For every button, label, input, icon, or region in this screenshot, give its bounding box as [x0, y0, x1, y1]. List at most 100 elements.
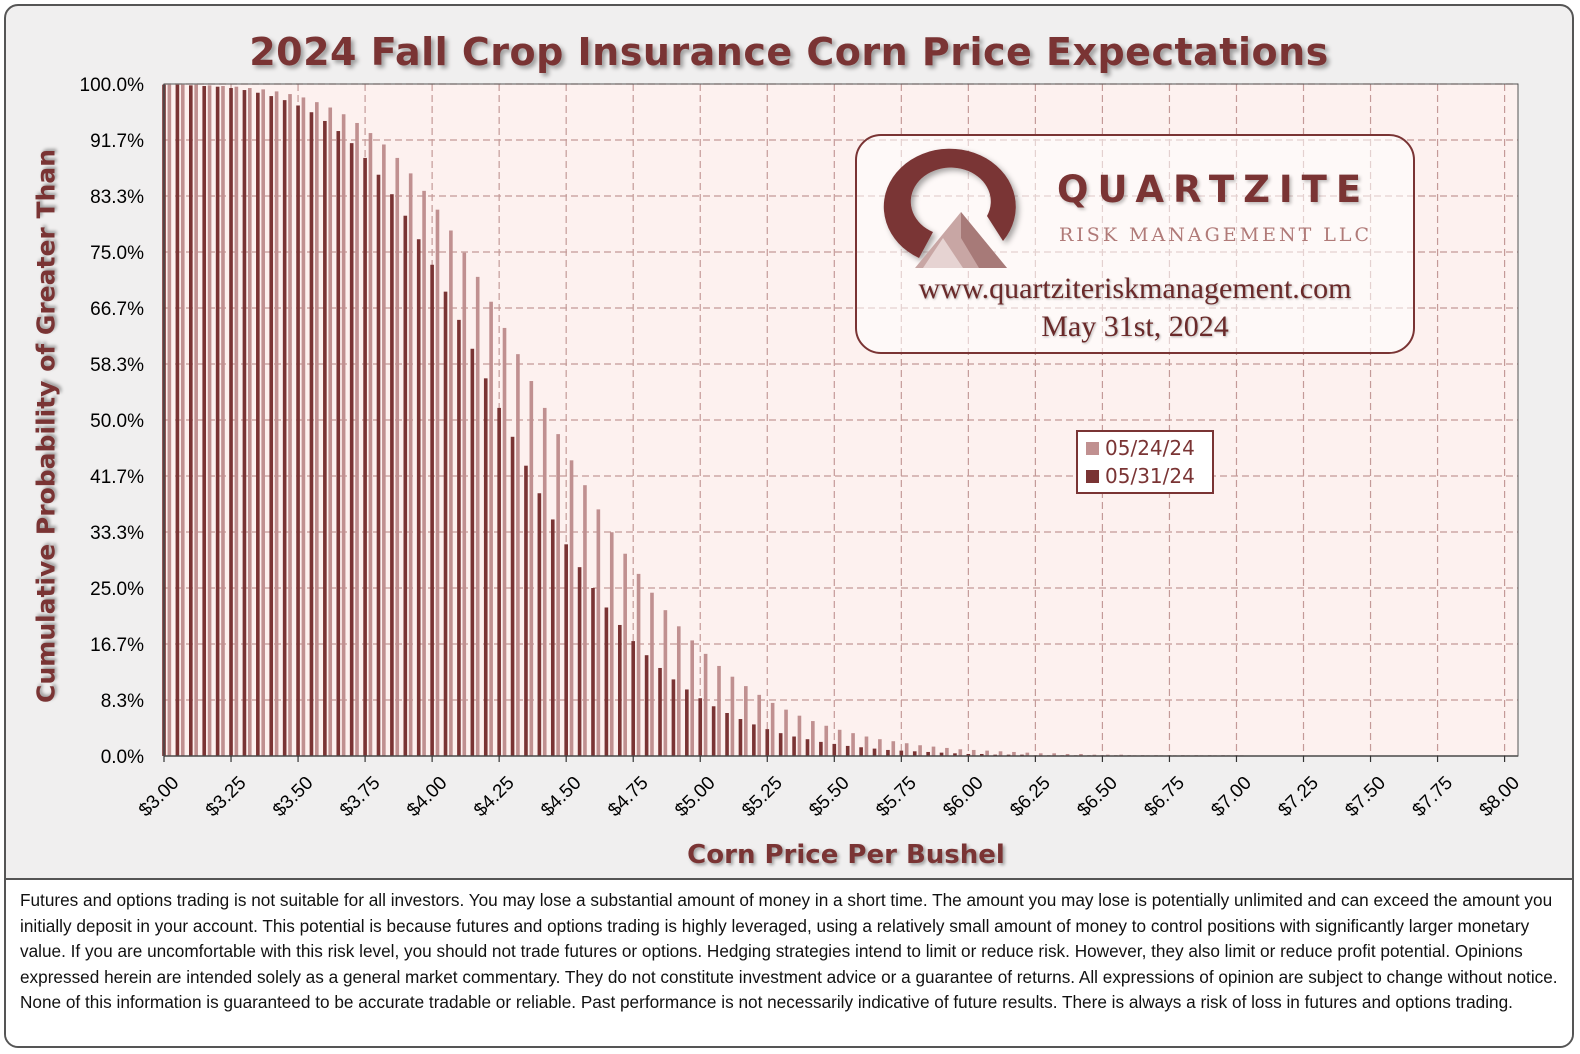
x-tick-label: $4.50: [537, 773, 585, 821]
bar-0531: [550, 519, 555, 756]
bar-0531: [671, 679, 676, 756]
x-tick-label: $6.25: [1006, 773, 1054, 821]
bar-0531: [591, 588, 595, 756]
bar-0531: [349, 143, 354, 757]
y-tick-label: 8.3%: [101, 691, 144, 712]
bar-0531: [564, 544, 568, 756]
x-tick-label: $7.75: [1409, 773, 1457, 821]
bar-0524: [1025, 752, 1030, 756]
bar-0531: [256, 92, 260, 756]
bar-0531: [805, 739, 810, 756]
y-tick-label: 25.0%: [90, 579, 144, 600]
bar-0531: [336, 131, 341, 756]
bar-0524: [167, 84, 172, 756]
bar-0524: [261, 89, 266, 757]
bar-0524: [676, 626, 681, 756]
bar-0524: [274, 91, 279, 757]
y-tick-label: 58.3%: [90, 355, 144, 376]
bar-0531: [832, 743, 837, 756]
bar-0524: [422, 190, 426, 756]
bar-0524: [583, 485, 587, 756]
bar-0531: [778, 733, 783, 756]
x-tick-label: $5.00: [671, 773, 719, 821]
chart-title: 2024 Fall Crop Insurance Corn Price Expe…: [249, 30, 1329, 74]
bar-0531: [282, 100, 287, 757]
watermark-logo-box: QUARTZITE RISK MANAGEMENT LLC www.quartz…: [855, 134, 1415, 354]
bar-0524: [502, 327, 507, 756]
bar-0531: [175, 84, 180, 756]
bar-0531: [443, 291, 448, 756]
bar-0524: [623, 553, 627, 756]
bar-0524: [971, 749, 976, 756]
x-tick-label: $3.25: [202, 773, 250, 821]
bar-0531: [363, 157, 367, 757]
y-tick-label: 66.7%: [90, 299, 144, 320]
x-tick-label: $3.75: [336, 773, 384, 821]
legend-item-0524: 05/24/24: [1086, 436, 1195, 462]
bar-0531: [886, 749, 890, 756]
bar-0524: [221, 86, 225, 757]
bar-0531: [403, 215, 408, 756]
bar-0524: [489, 301, 493, 756]
x-tick-label: $6.50: [1073, 773, 1121, 821]
bar-0531: [953, 753, 957, 756]
bar-0531: [416, 239, 421, 756]
bar-0524: [985, 750, 989, 756]
report-date: May 31st, 2024: [1041, 310, 1229, 343]
bar-0524: [1012, 751, 1016, 756]
bar-0524: [315, 102, 319, 757]
bar-0524: [864, 736, 869, 756]
bar-0524: [475, 276, 480, 756]
bar-0531: [323, 120, 327, 756]
y-tick-label: 41.7%: [90, 467, 144, 488]
bar-0531: [685, 689, 689, 756]
bar-0524: [891, 741, 896, 756]
plot-border: [163, 83, 1519, 757]
website-url: www.quartziteriskmanagement.com: [918, 272, 1352, 305]
bar-0524: [247, 88, 252, 757]
x-tick-label: $7.00: [1207, 773, 1255, 821]
bar-0524: [824, 725, 829, 756]
bar-0524: [180, 84, 185, 756]
bar-0524: [1065, 753, 1070, 756]
y-tick-label: 91.7%: [90, 131, 144, 152]
bar-0524: [408, 173, 413, 757]
bar-0524: [207, 85, 212, 757]
bar-0524: [1052, 753, 1056, 756]
x-tick-label: $3.50: [269, 773, 317, 821]
bar-0531: [510, 436, 515, 756]
bar-0524: [784, 709, 788, 756]
bar-0524: [757, 694, 762, 756]
brand-name: QUARTZITE: [1057, 168, 1371, 211]
bar-0531: [376, 174, 381, 757]
x-tick-label: $4.75: [604, 773, 652, 821]
bar-0524: [301, 97, 306, 756]
bar-0524: [194, 84, 198, 756]
bar-0524: [650, 592, 654, 756]
bar-0524: [529, 381, 534, 756]
x-tick-label: $6.75: [1140, 773, 1188, 821]
bar-0524: [998, 751, 1003, 756]
bar-0524: [328, 107, 333, 756]
bar-0524: [1038, 753, 1043, 756]
bar-0531: [899, 750, 904, 756]
bar-0524: [556, 434, 560, 756]
x-tick-label: $5.75: [872, 773, 920, 821]
bar-0531: [229, 88, 233, 757]
bar-0531: [189, 85, 193, 757]
bar-0531: [698, 698, 703, 756]
bar-0531: [926, 751, 930, 756]
legend-label-0531: 05/31/24: [1105, 464, 1195, 488]
bar-0531: [269, 96, 274, 756]
bar-0524: [904, 743, 909, 756]
bar-0531: [738, 719, 743, 756]
bar-0531: [872, 748, 877, 756]
bar-0524: [797, 715, 802, 756]
brand-subtitle: RISK MANAGEMENT LLC: [1059, 224, 1373, 246]
bar-0524: [341, 114, 346, 757]
disclaimer-text: Futures and options trading is not suita…: [20, 890, 1558, 1012]
bar-0531: [483, 378, 488, 756]
bar-0524: [542, 407, 547, 756]
chart-frame: 2024 Fall Crop Insurance Corn Price Expe…: [4, 4, 1574, 1048]
bar-0531: [966, 753, 971, 756]
